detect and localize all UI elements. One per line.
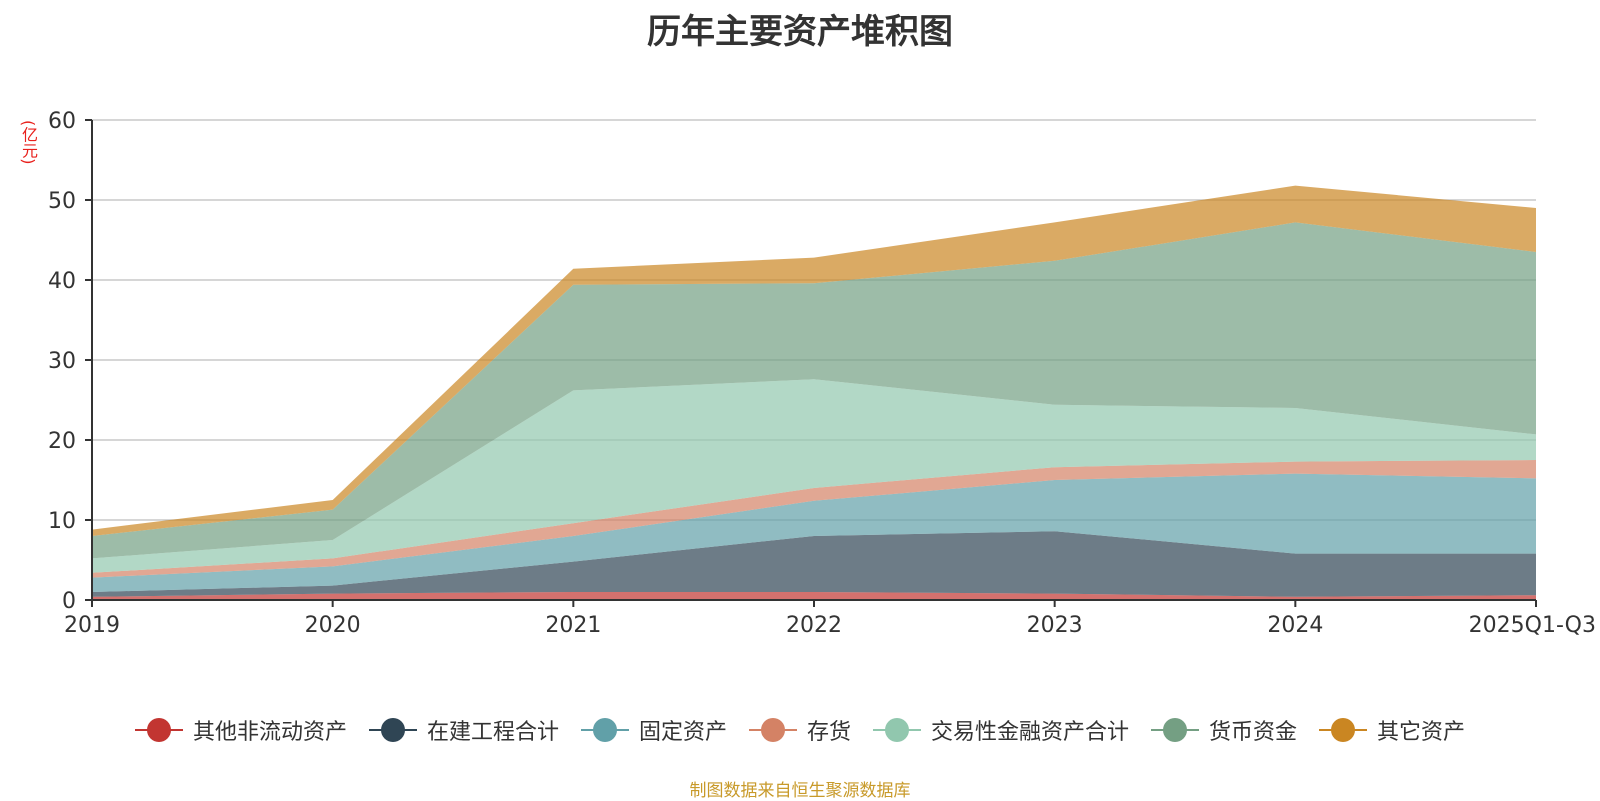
legend-marker-icon (1151, 717, 1200, 743)
legend-item[interactable]: 在建工程合计 (368, 714, 559, 746)
x-tick-label: 2025Q1-Q3 (1469, 613, 1596, 638)
legend-item[interactable]: 固定资产 (580, 714, 727, 746)
legend-marker-icon (873, 717, 921, 743)
legend-marker-icon (580, 717, 629, 743)
legend-marker-icon (748, 717, 797, 743)
legend-item[interactable]: 其他非流动资产 (134, 714, 347, 746)
y-axis-unit-label: (亿元) (19, 120, 38, 165)
area-series[interactable] (92, 531, 1536, 597)
legend-label: 其它资产 (1377, 720, 1466, 745)
legend-item[interactable]: 交易性金融资产合计 (873, 714, 1129, 746)
area-series[interactable] (92, 222, 1536, 559)
area-series[interactable] (92, 592, 1536, 600)
legend-item[interactable]: 货币资金 (1151, 714, 1297, 746)
x-tick-label: 2019 (64, 613, 120, 638)
y-tick-label: 60 (48, 109, 76, 134)
y-tick-label: 0 (62, 589, 76, 614)
y-tick-label: 40 (48, 269, 76, 294)
legend-item[interactable]: 存货 (748, 714, 851, 746)
stacked-area-chart: 0 10 20 30 40 50 60 2019 2020 2021 2022 2023 2024 202… (48, 109, 1596, 638)
x-tick-label: 2020 (305, 613, 361, 638)
legend-marker-icon (134, 717, 183, 743)
legend-label: 货币资金 (1209, 720, 1298, 745)
legend-label: 其他非流动资产 (192, 720, 347, 745)
legend-label: 交易性金融资产合计 (931, 720, 1130, 745)
area-series[interactable] (92, 473, 1536, 592)
x-tick-label: 2023 (1027, 613, 1083, 638)
legend-marker-icon (368, 717, 417, 743)
area-series[interactable] (92, 185, 1536, 536)
legend-item[interactable]: 其它资产 (1319, 714, 1465, 746)
legend-label: 存货 (806, 720, 851, 745)
legend-label: 在建工程合计 (426, 720, 559, 745)
area-series[interactable] (92, 460, 1536, 578)
chart-legend: 其他非流动资产 在建工程合计 固定资产 存货 交易性金融资产合计 货币资金 其它资产 (0, 714, 1600, 746)
y-tick-label: 20 (48, 429, 76, 454)
y-tick-label: 10 (48, 509, 76, 534)
legend-marker-icon (1319, 717, 1368, 743)
chart-title: 历年主要资产堆积图 (647, 12, 953, 52)
x-tick-label: 2022 (786, 613, 842, 638)
data-source-note: 制图数据来自恒生聚源数据库 (689, 781, 911, 801)
y-tick-label: 50 (48, 189, 76, 214)
area-series[interactable] (92, 379, 1536, 573)
x-tick-label: 2024 (1267, 613, 1323, 638)
legend-label: 固定资产 (638, 720, 727, 745)
x-tick-label: 2021 (545, 613, 601, 638)
y-tick-label: 30 (48, 349, 76, 374)
